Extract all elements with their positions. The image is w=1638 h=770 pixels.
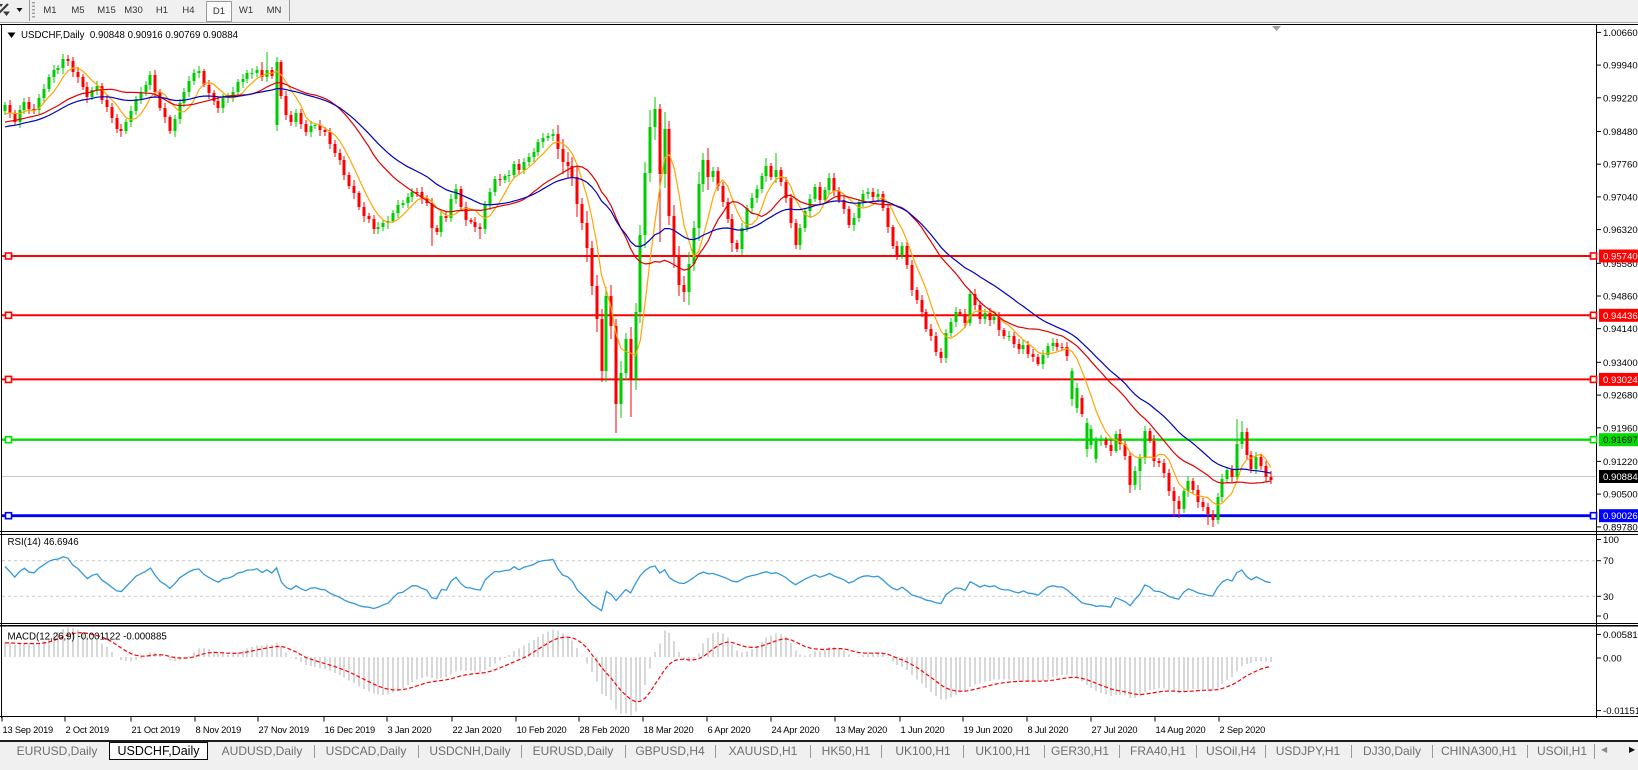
- svg-text:2 Oct 2019: 2 Oct 2019: [66, 725, 110, 735]
- svg-text:0.92680: 0.92680: [1603, 391, 1638, 402]
- svg-text:0.91697: 0.91697: [1603, 435, 1638, 446]
- svg-text:8 Nov 2019: 8 Nov 2019: [196, 725, 242, 735]
- svg-text:0.94860: 0.94860: [1603, 292, 1638, 303]
- svg-text:0.95580: 0.95580: [1603, 259, 1638, 270]
- svg-text:13 Sep 2019: 13 Sep 2019: [3, 725, 54, 735]
- svg-text:0.94436: 0.94436: [1603, 311, 1638, 322]
- svg-text:22 Jan 2020: 22 Jan 2020: [453, 725, 502, 735]
- svg-text:0.0058180: 0.0058180: [1603, 630, 1638, 641]
- svg-text:0.91960: 0.91960: [1603, 423, 1638, 434]
- svg-text:100: 100: [1603, 535, 1619, 546]
- svg-text:19 Jun 2020: 19 Jun 2020: [964, 725, 1013, 735]
- svg-text:21 Oct 2019: 21 Oct 2019: [132, 725, 180, 735]
- svg-text:-0.0115140: -0.0115140: [1603, 706, 1638, 717]
- svg-text:1.00660: 1.00660: [1603, 28, 1638, 39]
- svg-text:0.99220: 0.99220: [1603, 93, 1638, 104]
- svg-text:8 Jul 2020: 8 Jul 2020: [1028, 725, 1069, 735]
- svg-text:18 Mar 2020: 18 Mar 2020: [644, 725, 694, 735]
- svg-text:0: 0: [1603, 612, 1608, 623]
- svg-text:13 May 2020: 13 May 2020: [836, 725, 888, 735]
- svg-text:28 Feb 2020: 28 Feb 2020: [580, 725, 630, 735]
- svg-text:2 Sep 2020: 2 Sep 2020: [1220, 725, 1266, 735]
- svg-text:0.93400: 0.93400: [1603, 358, 1638, 369]
- svg-text:10 Feb 2020: 10 Feb 2020: [517, 725, 567, 735]
- svg-text:0.89780: 0.89780: [1603, 522, 1638, 533]
- svg-text:MACD(12,26,9) -0.001122 -0.000: MACD(12,26,9) -0.001122 -0.000885: [8, 632, 167, 643]
- svg-text:RSI(14) 46.6946: RSI(14) 46.6946: [8, 537, 79, 548]
- svg-text:0.98480: 0.98480: [1603, 127, 1638, 138]
- svg-text:0.99940: 0.99940: [1603, 61, 1638, 72]
- svg-text:USDCHF,Daily 0.90848 0.90916: USDCHF,Daily 0.90848 0.90916 0.90769 0.9…: [21, 30, 239, 41]
- svg-text:0.91220: 0.91220: [1603, 457, 1638, 468]
- svg-text:0.00: 0.00: [1603, 654, 1622, 665]
- svg-text:27 Jul 2020: 27 Jul 2020: [1092, 725, 1138, 735]
- svg-text:0.94140: 0.94140: [1603, 324, 1638, 335]
- svg-text:0.97760: 0.97760: [1603, 160, 1638, 171]
- svg-text:6 Apr 2020: 6 Apr 2020: [708, 725, 751, 735]
- svg-text:0.97040: 0.97040: [1603, 192, 1638, 203]
- svg-text:1 Jun 2020: 1 Jun 2020: [901, 725, 945, 735]
- svg-text:0.90026: 0.90026: [1603, 511, 1638, 522]
- svg-text:24 Apr 2020: 24 Apr 2020: [772, 725, 820, 735]
- svg-text:14 Aug 2020: 14 Aug 2020: [1156, 725, 1206, 735]
- svg-text:0.90884: 0.90884: [1603, 472, 1638, 483]
- svg-text:0.95740: 0.95740: [1603, 252, 1638, 263]
- svg-text:27 Nov 2019: 27 Nov 2019: [259, 725, 310, 735]
- svg-text:0.96320: 0.96320: [1603, 225, 1638, 236]
- svg-text:3 Jan 2020: 3 Jan 2020: [388, 725, 432, 735]
- svg-text:0.90500: 0.90500: [1603, 490, 1638, 501]
- svg-text:70: 70: [1603, 556, 1614, 567]
- svg-text:16 Dec 2019: 16 Dec 2019: [325, 725, 376, 735]
- svg-text:30: 30: [1603, 592, 1614, 603]
- svg-text:0.93024: 0.93024: [1603, 375, 1638, 386]
